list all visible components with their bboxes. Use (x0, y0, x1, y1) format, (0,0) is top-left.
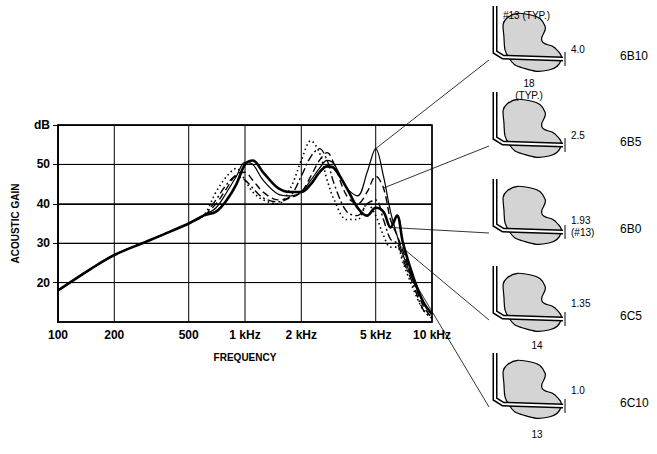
svg-text:50: 50 (37, 157, 51, 171)
svg-text:40: 40 (37, 197, 51, 211)
svg-text:4.0: 4.0 (571, 44, 585, 55)
svg-text:30: 30 (37, 236, 51, 250)
svg-text:6C5: 6C5 (620, 309, 642, 323)
svg-text:1.35: 1.35 (571, 298, 591, 309)
svg-text:18: 18 (523, 78, 535, 89)
svg-text:1 kHz: 1 kHz (229, 328, 260, 342)
svg-text:ACOUSTIC GAIN: ACOUSTIC GAIN (10, 184, 21, 264)
svg-text:100: 100 (48, 328, 68, 342)
svg-text:#13 (TYP.): #13 (TYP.) (503, 10, 550, 21)
svg-text:(TYP.): (TYP.) (515, 90, 543, 101)
svg-text:14: 14 (531, 340, 543, 351)
svg-text:(#13): (#13) (571, 227, 594, 238)
svg-text:6B10: 6B10 (620, 49, 648, 63)
svg-text:6C10: 6C10 (620, 396, 649, 410)
svg-text:500: 500 (179, 328, 199, 342)
svg-text:FREQUENCY: FREQUENCY (214, 352, 277, 363)
svg-text:20: 20 (37, 276, 51, 290)
svg-text:dB: dB (34, 118, 50, 132)
svg-text:13: 13 (531, 429, 543, 440)
svg-text:2 kHz: 2 kHz (286, 328, 317, 342)
svg-text:200: 200 (104, 328, 124, 342)
svg-text:5 kHz: 5 kHz (360, 328, 391, 342)
svg-text:2.5: 2.5 (571, 130, 585, 141)
svg-text:6B5: 6B5 (620, 135, 642, 149)
svg-text:1.93: 1.93 (571, 215, 591, 226)
svg-text:6B0: 6B0 (620, 222, 642, 236)
svg-text:10 kHz: 10 kHz (413, 328, 451, 342)
svg-text:1.0: 1.0 (571, 385, 585, 396)
